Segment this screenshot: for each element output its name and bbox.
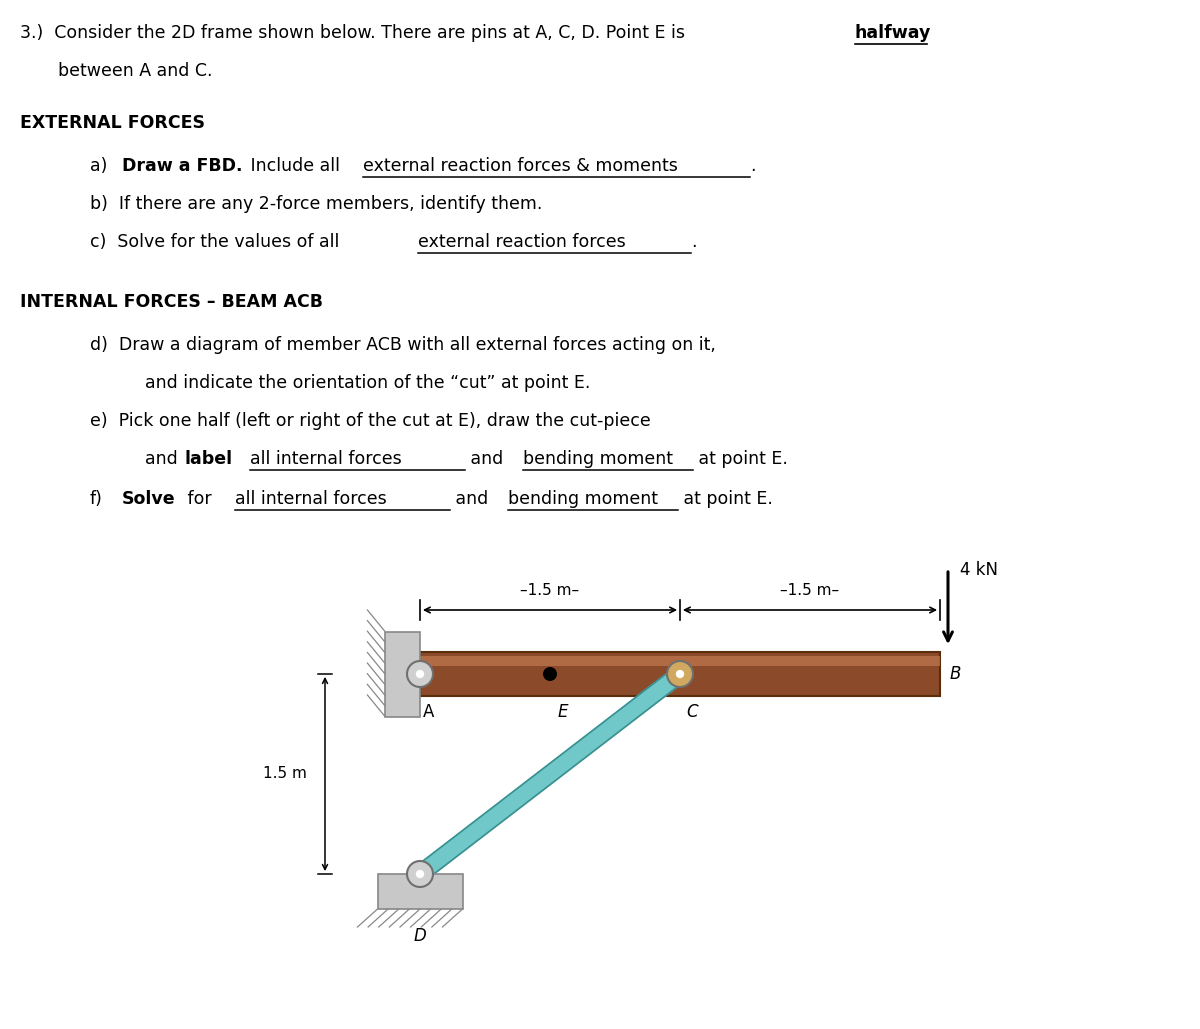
Text: external reaction forces & moments: external reaction forces & moments — [364, 157, 678, 175]
Text: label: label — [185, 450, 233, 468]
FancyBboxPatch shape — [420, 657, 940, 666]
Text: C: C — [686, 703, 697, 721]
Circle shape — [407, 661, 433, 687]
Text: e)  Pick one half (left or right of the cut at E), draw the cut-piece: e) Pick one half (left or right of the c… — [90, 412, 650, 430]
Text: and: and — [464, 450, 509, 468]
Text: bending moment: bending moment — [523, 450, 673, 468]
Text: INTERNAL FORCES – BEAM ACB: INTERNAL FORCES – BEAM ACB — [20, 293, 323, 311]
Circle shape — [542, 667, 557, 681]
Text: .: . — [691, 233, 696, 251]
FancyBboxPatch shape — [385, 632, 420, 716]
Circle shape — [407, 861, 433, 887]
Text: d)  Draw a diagram of member ACB with all external forces acting on it,: d) Draw a diagram of member ACB with all… — [90, 336, 716, 354]
Circle shape — [667, 661, 694, 687]
Text: halfway: halfway — [854, 24, 931, 42]
Text: Include all: Include all — [245, 157, 346, 175]
Circle shape — [676, 670, 684, 678]
Circle shape — [416, 870, 424, 878]
Text: for: for — [182, 490, 217, 508]
Text: D: D — [414, 927, 426, 945]
Text: 1.5 m: 1.5 m — [263, 767, 307, 781]
Text: Solve: Solve — [122, 490, 175, 508]
Text: –1.5 m–: –1.5 m– — [521, 583, 580, 598]
Text: a): a) — [90, 157, 107, 175]
Text: at point E.: at point E. — [678, 490, 773, 508]
Text: f): f) — [90, 490, 103, 508]
Text: –1.5 m–: –1.5 m– — [780, 583, 840, 598]
FancyBboxPatch shape — [420, 652, 940, 696]
Text: c)  Solve for the values of all: c) Solve for the values of all — [90, 233, 344, 251]
Text: and: and — [145, 450, 184, 468]
Text: all internal forces: all internal forces — [235, 490, 386, 508]
Polygon shape — [415, 667, 685, 881]
Text: 4 kN: 4 kN — [960, 561, 998, 579]
Text: Draw a FBD.: Draw a FBD. — [122, 157, 242, 175]
Text: and indicate the orientation of the “cut” at point E.: and indicate the orientation of the “cut… — [145, 374, 590, 392]
Text: .: . — [750, 157, 756, 175]
Text: b)  If there are any 2-force members, identify them.: b) If there are any 2-force members, ide… — [90, 196, 542, 213]
FancyBboxPatch shape — [378, 874, 462, 909]
Text: B: B — [950, 665, 961, 683]
Text: bending moment: bending moment — [508, 490, 658, 508]
Text: 3.)  Consider the 2D frame shown below. There are pins at A, C, D. Point E is: 3.) Consider the 2D frame shown below. T… — [20, 24, 690, 42]
Text: between A and C.: between A and C. — [58, 62, 212, 80]
Text: external reaction forces: external reaction forces — [418, 233, 625, 251]
Text: A: A — [424, 703, 434, 721]
Text: E: E — [558, 703, 569, 721]
Text: EXTERNAL FORCES: EXTERNAL FORCES — [20, 114, 205, 132]
Circle shape — [416, 670, 424, 678]
Text: all internal forces: all internal forces — [250, 450, 402, 468]
Text: and: and — [450, 490, 493, 508]
Text: at point E.: at point E. — [694, 450, 788, 468]
